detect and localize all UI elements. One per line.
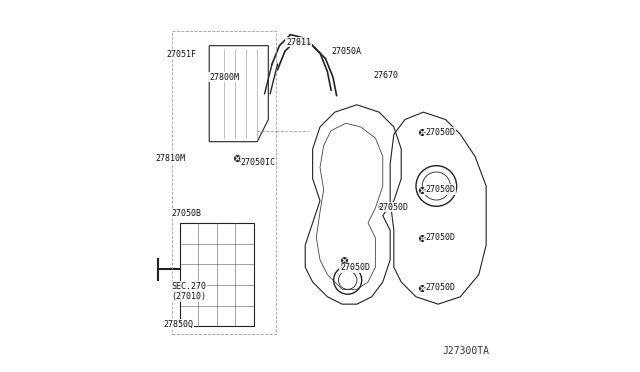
Text: 27050D: 27050D xyxy=(425,283,455,292)
Text: 27810M: 27810M xyxy=(156,154,186,163)
Text: 27050D: 27050D xyxy=(425,128,455,137)
Text: 27051F: 27051F xyxy=(167,51,196,60)
Text: 27050B: 27050B xyxy=(172,209,202,218)
Text: 27050D: 27050D xyxy=(425,233,455,242)
Text: 27050IC: 27050IC xyxy=(241,157,276,167)
Text: 27850Q: 27850Q xyxy=(163,320,193,329)
Text: 27050A: 27050A xyxy=(332,47,362,56)
Text: 27811: 27811 xyxy=(286,38,311,46)
Text: 27050D: 27050D xyxy=(340,263,371,272)
Text: J27300TA: J27300TA xyxy=(443,346,490,356)
Text: 27800M: 27800M xyxy=(209,73,239,81)
Text: 27050D: 27050D xyxy=(378,202,408,212)
Text: 27050D: 27050D xyxy=(425,185,455,194)
Text: SEC.270
(27010): SEC.270 (27010) xyxy=(172,282,206,301)
Text: 27670: 27670 xyxy=(374,71,399,80)
